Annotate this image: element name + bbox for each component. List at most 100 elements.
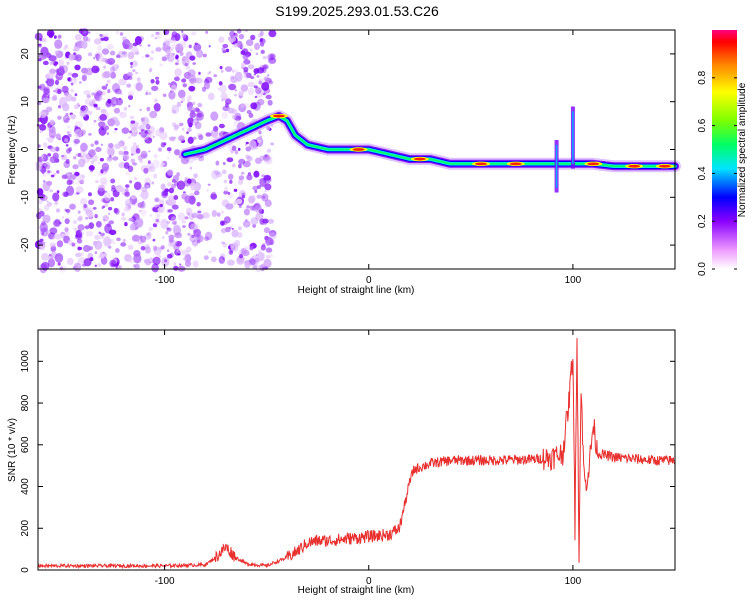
noise-blob bbox=[193, 173, 198, 179]
spectrogram-y-tick-label: 10 bbox=[20, 96, 31, 108]
noise-blob bbox=[103, 36, 109, 42]
noise-blob bbox=[86, 211, 94, 218]
noise-blob bbox=[121, 212, 125, 217]
noise-blob bbox=[155, 31, 162, 40]
noise-blob bbox=[42, 97, 50, 104]
noise-blob bbox=[145, 244, 150, 250]
noise-blob bbox=[176, 101, 182, 108]
noise-blob bbox=[161, 190, 168, 197]
noise-blob bbox=[240, 105, 244, 109]
noise-blob bbox=[250, 76, 255, 79]
noise-blob bbox=[133, 122, 138, 126]
noise-blob bbox=[182, 225, 186, 228]
noise-blob bbox=[55, 208, 61, 213]
noise-blob bbox=[39, 130, 43, 134]
noise-blob bbox=[246, 155, 253, 162]
noise-blob bbox=[99, 192, 104, 197]
noise-blob bbox=[39, 222, 48, 233]
noise-blob bbox=[233, 188, 238, 192]
noise-blob bbox=[198, 71, 201, 75]
noise-blob bbox=[99, 33, 103, 37]
noise-blob bbox=[52, 236, 55, 239]
noise-blob bbox=[243, 66, 249, 73]
noise-blob bbox=[202, 53, 207, 58]
snr-y-tick-label: 200 bbox=[20, 519, 31, 536]
noise-blob bbox=[118, 78, 127, 86]
noise-blob bbox=[127, 257, 135, 264]
noise-blob bbox=[148, 226, 153, 232]
noise-blob bbox=[253, 85, 258, 89]
noise-blob bbox=[185, 65, 191, 70]
noise-blob bbox=[80, 142, 88, 152]
noise-blob bbox=[43, 86, 50, 92]
noise-blob bbox=[60, 233, 65, 238]
noise-blob bbox=[269, 53, 276, 60]
noise-blob bbox=[69, 203, 76, 210]
noise-blob bbox=[108, 143, 114, 149]
noise-blob bbox=[184, 177, 189, 181]
noise-blob bbox=[133, 250, 141, 257]
noise-blob bbox=[250, 34, 256, 41]
noise-blob bbox=[91, 99, 96, 105]
noise-blob bbox=[166, 227, 170, 231]
noise-blob bbox=[187, 95, 192, 101]
noise-blob bbox=[107, 118, 116, 127]
noise-blob bbox=[52, 192, 60, 202]
noise-blob bbox=[221, 70, 224, 73]
noise-blob bbox=[221, 111, 229, 119]
noise-blob bbox=[105, 83, 108, 87]
noise-blob bbox=[38, 58, 42, 62]
noise-blob bbox=[262, 195, 266, 199]
noise-blob bbox=[66, 179, 73, 186]
noise-blob bbox=[73, 262, 82, 272]
noise-blob bbox=[85, 230, 94, 237]
noise-blob bbox=[268, 29, 277, 38]
noise-blob bbox=[88, 133, 92, 136]
noise-blob bbox=[233, 201, 237, 205]
noise-blob bbox=[238, 90, 245, 96]
noise-blob bbox=[110, 187, 117, 192]
noise-blob bbox=[170, 84, 177, 92]
noise-blob bbox=[153, 102, 161, 112]
noise-blob bbox=[234, 150, 239, 155]
snr-x-ticks: -100 0 100 bbox=[155, 330, 582, 587]
noise-blob bbox=[172, 53, 176, 56]
noise-blob bbox=[263, 76, 269, 82]
noise-blob bbox=[41, 37, 47, 43]
noise-blob bbox=[222, 97, 227, 101]
noise-blob bbox=[119, 97, 122, 101]
noise-blob bbox=[179, 40, 187, 48]
noise-blob bbox=[263, 258, 272, 269]
noise-blob bbox=[138, 209, 142, 213]
noise-blob bbox=[254, 42, 261, 51]
noise-blob bbox=[184, 253, 192, 263]
noise-blob bbox=[241, 194, 246, 199]
noise-blob bbox=[101, 206, 104, 210]
noise-blob bbox=[224, 66, 233, 73]
noise-blob bbox=[163, 141, 167, 146]
noise-blob bbox=[112, 242, 115, 245]
noise-blob bbox=[163, 143, 166, 146]
noise-blob bbox=[132, 42, 138, 47]
noise-blob bbox=[41, 241, 46, 245]
noise-blob bbox=[102, 197, 111, 204]
noise-blob bbox=[267, 53, 274, 61]
noise-blob bbox=[122, 145, 128, 151]
noise-blob bbox=[141, 116, 150, 126]
noise-blob bbox=[83, 258, 92, 267]
noise-blob bbox=[265, 255, 271, 259]
noise-blob bbox=[72, 220, 78, 224]
noise-blob bbox=[182, 83, 188, 88]
noise-blob bbox=[123, 150, 129, 156]
noise-blob bbox=[76, 102, 80, 106]
noise-blob bbox=[160, 218, 169, 230]
noise-blob bbox=[79, 109, 88, 118]
spectrogram-x-tick-label: -100 bbox=[155, 275, 175, 286]
noise-blob bbox=[108, 229, 117, 236]
noise-blob bbox=[248, 140, 257, 150]
noise-blob bbox=[166, 249, 170, 253]
noise-blob bbox=[162, 93, 167, 97]
noise-blob bbox=[67, 133, 72, 138]
noise-blob bbox=[189, 107, 196, 114]
noise-blob bbox=[135, 82, 143, 92]
